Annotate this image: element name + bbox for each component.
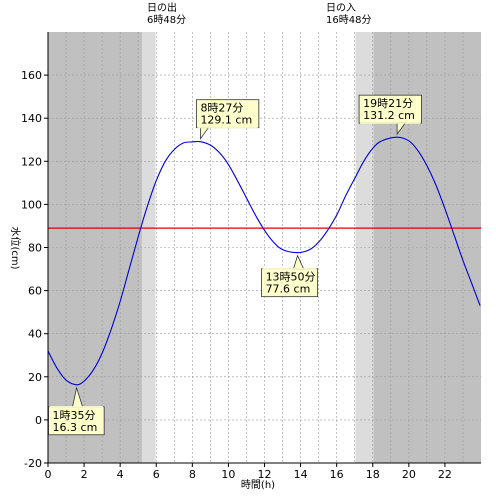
y-tick-label: 0	[35, 414, 42, 427]
x-axis-title: 時間(h)	[241, 479, 275, 491]
y-tick-label: 40	[28, 328, 42, 341]
x-tick-label: 22	[438, 468, 452, 481]
callout-value: 129.1 cm	[200, 114, 252, 127]
callout-box	[261, 268, 318, 298]
sunset-label: 日の入	[326, 3, 356, 14]
y-tick-label: 100	[21, 198, 42, 211]
callout-value: 16.3 cm	[53, 421, 98, 434]
x-tick-label: 14	[294, 468, 308, 481]
y-tick-label: 20	[28, 371, 42, 384]
callout-value: 77.6 cm	[266, 283, 311, 296]
x-tick-label: 2	[81, 468, 88, 481]
sunset-time: 16時48分	[326, 14, 371, 26]
callout-time: 1時35分	[53, 409, 96, 422]
callout-value: 131.2 cm	[363, 109, 415, 122]
callout-time: 8時27分	[200, 102, 243, 115]
callout-box	[358, 94, 422, 124]
x-tick-label: 4	[117, 468, 124, 481]
x-tick-label: 8	[189, 468, 196, 481]
series-layer	[47, 136, 481, 386]
y-tick-label: 120	[21, 155, 42, 168]
sunrise-label: 日の出	[147, 1, 177, 14]
x-tick-label: 10	[221, 468, 235, 481]
y-tick-label: 140	[21, 112, 42, 125]
callout-box	[196, 99, 260, 129]
x-tick-label: 20	[402, 468, 416, 481]
y-tick-label: -20	[24, 457, 42, 470]
x-tick-label: 18	[366, 468, 380, 481]
x-tick-label: 16	[330, 468, 344, 481]
x-tick-label: 12	[258, 468, 272, 481]
x-tick-label: 0	[45, 468, 52, 481]
y-tick-label: 160	[21, 69, 42, 82]
sunrise-time: 6時48分	[147, 14, 186, 26]
y-axis-title: 水位(cm)	[9, 226, 22, 269]
callout-time: 13時50分	[266, 271, 316, 284]
y-tick-label: 60	[28, 285, 42, 298]
tide-series-line	[47, 136, 481, 386]
x-tick-label: 6	[153, 468, 160, 481]
callout-time: 19時21分	[363, 97, 413, 110]
callout-box	[48, 406, 105, 436]
y-tick-label: 80	[28, 242, 42, 255]
